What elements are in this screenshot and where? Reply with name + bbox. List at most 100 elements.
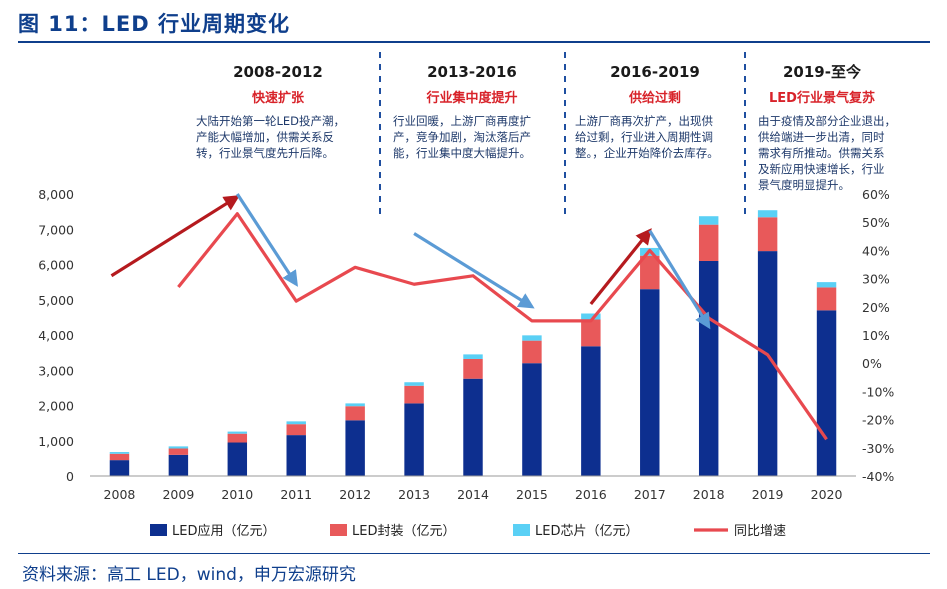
bar-packaging-2013 <box>404 385 424 404</box>
period-range: 2016-2019 <box>610 63 700 81</box>
period-desc-line: 及新应用快速增长，行业 <box>758 162 885 176</box>
y-left-tick-label: 1,000 <box>38 434 74 449</box>
figure-title: 图 11：LED 行业周期变化 <box>18 12 291 36</box>
period-range: 2013-2016 <box>427 63 517 81</box>
trend-arrow-layer <box>110 193 711 330</box>
period-subtitle: LED行业景气复苏 <box>769 90 875 106</box>
y-right-tick-label: 30% <box>862 272 890 287</box>
y-left-tick-label: 4,000 <box>38 328 74 343</box>
y-right-tick-label: -20% <box>862 413 894 428</box>
period-desc-line: 能，行业集中度大幅提升。 <box>393 146 531 160</box>
period-subtitle: 快速扩张 <box>252 90 305 106</box>
source-note: 资料来源：高工 LED，wind，申万宏源研究 <box>22 565 356 585</box>
y-right-tick-label: -40% <box>862 469 894 484</box>
period-desc-line: 景气度明显提升。 <box>758 178 850 192</box>
legend-label: 同比增速 <box>734 524 786 539</box>
bar-packaging-2012 <box>345 406 365 421</box>
growth-rate-line <box>177 212 828 441</box>
legend-swatch <box>150 524 167 536</box>
y-right-tick-label: -30% <box>862 441 894 456</box>
period-4: 2019-至今 LED行业景气复苏 由于疫情及部分企业退出， 供给端进一步出清，… <box>758 63 896 192</box>
bar-packaging-2011 <box>286 424 306 436</box>
bar-packaging-2017 <box>640 255 660 290</box>
bar-chip-2012 <box>345 403 365 407</box>
bar-chip-2014 <box>463 354 483 359</box>
legend-label: LED芯片（亿元） <box>535 524 638 539</box>
bar-application-2013 <box>404 403 424 476</box>
bar-application-2014 <box>463 378 483 476</box>
y-left-tick-label: 5,000 <box>38 293 74 308</box>
bar-application-2008 <box>109 460 130 476</box>
bar-packaging-2020 <box>816 287 837 311</box>
x-tick-label: 2010 <box>221 487 253 502</box>
trend-arrow <box>589 228 652 305</box>
legend-label: LED应用（亿元） <box>172 523 275 539</box>
x-tick-label: 2009 <box>162 487 194 502</box>
period-desc-line: 由于疫情及部分企业退出， <box>758 114 896 128</box>
x-tick-label: 2020 <box>811 487 843 502</box>
y-left-tick-label: 8,000 <box>38 187 74 202</box>
x-tick-label: 2015 <box>516 487 548 502</box>
y-left-tick-label: 3,000 <box>38 363 74 378</box>
bar-chip-2013 <box>404 382 424 386</box>
legend-swatch <box>513 524 530 536</box>
bar-packaging-2016 <box>581 319 601 347</box>
period-3: 2016-2019 供给过剩 上游厂商再次扩产，出现供 给过剩，行业进入周期性调… <box>575 63 719 160</box>
y-right-tick-label: -10% <box>862 384 894 399</box>
y-right-tick-label: 50% <box>862 215 890 230</box>
x-tick-label: 2018 <box>693 487 725 502</box>
period-range: 2008-2012 <box>233 63 323 81</box>
period-subtitle: 供给过剩 <box>628 90 681 106</box>
y-left-tick-label: 7,000 <box>38 222 74 237</box>
x-tick-label: 2011 <box>280 487 312 502</box>
y-left-tick-label: 6,000 <box>38 258 74 273</box>
period-range: 2019-至今 <box>783 63 861 81</box>
bar-application-2011 <box>286 435 306 476</box>
period-2: 2013-2016 行业集中度提升 行业回暖，上游厂商再度扩 产，竞争加剧，淘汰… <box>393 63 531 160</box>
y-right-tick-label: 60% <box>862 187 890 202</box>
period-annotations: 2008-2012 快速扩张 大陆开始第一轮LED投产潮， 产能大幅增加，供需关… <box>196 52 896 220</box>
bar-application-2010 <box>227 442 248 476</box>
period-desc-line: 行业回暖，上游厂商再度扩 <box>393 114 531 128</box>
bar-packaging-2009 <box>168 448 189 455</box>
growth-line-layer <box>177 212 828 441</box>
x-tick-label: 2008 <box>104 487 136 502</box>
trend-arrow <box>110 195 241 278</box>
bar-chip-2015 <box>522 335 542 341</box>
bar-chip-2016 <box>581 313 601 320</box>
period-desc-line: 产能大幅增加，供需关系反 <box>196 130 334 144</box>
period-desc-line: 上游厂商再次扩产，出现供 <box>575 114 713 128</box>
bar-packaging-2008 <box>109 453 130 461</box>
bar-chip-2011 <box>286 421 306 425</box>
trend-arrow <box>235 193 298 287</box>
period-desc-line: 转，行业景气度先升后降。 <box>196 146 334 160</box>
bar-chip-2018 <box>698 216 719 225</box>
bar-chip-2008 <box>109 452 130 454</box>
bar-application-2012 <box>345 420 365 476</box>
period-desc-line: 整。，企业开始降价去库存。 <box>575 146 719 160</box>
y-left-tick-label: 0 <box>66 469 74 484</box>
y-left-tick-label: 2,000 <box>38 399 74 414</box>
axes-layer: 2008 2009 2010 2011 2012 2013 2014 2015 2016 2017… <box>38 187 894 502</box>
y-right-tick-label: 0% <box>862 356 882 371</box>
legend-swatch <box>330 524 347 536</box>
bar-chip-2019 <box>757 210 778 218</box>
period-desc-line: 给过剩，行业进入周期性调 <box>575 130 713 144</box>
period-desc-line: 大陆开始第一轮LED投产潮， <box>196 114 345 128</box>
bar-application-2015 <box>522 363 542 476</box>
bar-application-2020 <box>816 310 837 476</box>
title-rule <box>18 41 930 43</box>
legend-label: LED封装（亿元） <box>352 524 455 539</box>
bar-application-2016 <box>581 346 601 476</box>
period-subtitle: 行业集中度提升 <box>425 90 517 106</box>
y-right-tick-label: 40% <box>862 243 890 258</box>
y-right-tick-label: 20% <box>862 300 890 315</box>
period-desc-line: 供给端进一步出清，同时 <box>758 130 885 144</box>
bar-packaging-2014 <box>463 358 483 379</box>
trend-arrow <box>648 229 711 330</box>
bar-application-2019 <box>757 251 778 476</box>
bar-chip-2010 <box>227 431 248 434</box>
bar-application-2018 <box>698 260 719 476</box>
bar-chip-2009 <box>168 446 189 449</box>
